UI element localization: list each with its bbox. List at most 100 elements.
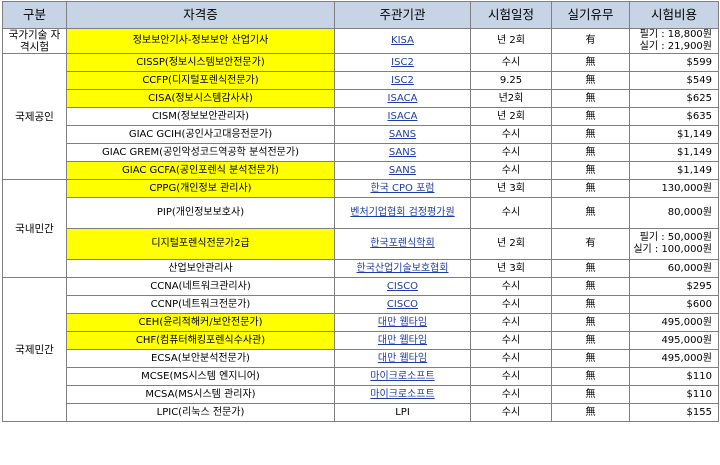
organizer-cell: SANS [334,161,471,180]
table-row: CHF(컴퓨터해킹포렌식수사관) 대만 웹타임 수시 無 495,000원 [3,331,719,350]
table-row: PIP(개인정보보호사) 벤처기업협회 검정평가원 수시 無 80,000원 [3,197,719,229]
practical-cell: 無 [551,107,630,126]
practical-cell: 無 [551,349,630,368]
schedule-cell: 9.25 [470,71,552,90]
schedule-cell: 수시 [470,367,552,386]
certification-name-cell: CHF(컴퓨터해킹포렌식수사관) [66,331,335,350]
cost-line: $295 [686,280,712,292]
organizer-link[interactable]: 마이크로소프트 [370,370,435,382]
schedule-cell: 년2회 [470,89,552,108]
table-row: CISA(정보시스템감사사) ISACA 년2회 無 $625 [3,89,719,108]
organizer-link[interactable]: ISC2 [391,56,414,68]
certification-name-cell: GIAC GCIH(공인사고대응전문가) [66,125,335,144]
organizer-link[interactable]: ISACA [387,110,418,122]
organizer-link[interactable]: KISA [391,35,414,46]
certification-name-cell: CCNP(네트워크전문가) [66,295,335,314]
cost-cell: 60,000원 [629,259,719,278]
organizer-cell: CISCO [334,277,471,296]
organizer-link[interactable]: 한국 CPO 포럼 [370,182,435,194]
category-cell: 국제공인 [2,53,67,180]
practical-cell: 無 [551,295,630,314]
practical-cell: 無 [551,197,630,229]
cost-line: $110 [686,388,712,400]
table-row: GIAC GCFA(공인포렌식 분석전문가) SANS 수시 無 $1,149 [3,161,719,180]
cost-cell: 495,000원 [629,331,719,350]
cost-cell: $600 [629,295,719,314]
organizer-link[interactable]: ISC2 [391,74,414,86]
organizer-cell: KISA [334,28,471,54]
certification-name-cell: CPPG(개인정보 관리사) [66,179,335,198]
organizer-link[interactable]: 벤처기업협회 검정평가원 [350,207,455,218]
certification-name-cell: LPIC(리눅스 전문가) [66,403,335,422]
certification-name-cell: ECSA(보안분석전문가) [66,349,335,368]
cost-line: 필기 : 50,000원 [639,232,712,243]
cost-line: $625 [686,92,712,104]
organizer-link[interactable]: CISCO [386,298,419,310]
organizer-link[interactable]: 대만 웹타임 [377,334,428,346]
practical-cell: 無 [551,259,630,278]
cost-cell: $155 [629,403,719,422]
cost-cell: $295 [629,277,719,296]
organizer-cell: 대만 웹타임 [334,349,471,368]
table-row: GIAC GCIH(공인사고대응전문가) SANS 수시 無 $1,149 [3,125,719,144]
cost-line: 필기 : 18,800원 [639,29,712,41]
table-row: 국제공인 CISSP(정보시스템보안전문가) ISC2 수시 無 $599 [2,53,719,180]
schedule-cell: 수시 [470,331,552,350]
certification-name-cell: PIP(개인정보보호사) [66,197,335,229]
organizer-cell: 한국 CPO 포럼 [334,179,471,198]
organizer-link[interactable]: 대만 웹타임 [377,352,428,364]
organizer-text: LPI [395,406,410,418]
header-schedule: 시험일정 [470,1,552,29]
table-row: ECSA(보안분석전문가) 대만 웹타임 수시 無 495,000원 [3,349,719,368]
cost-line: $635 [686,110,712,122]
cost-line: 60,000원 [667,262,712,274]
practical-cell: 無 [551,403,630,422]
practical-cell: 無 [551,125,630,144]
cost-line: $110 [686,370,712,382]
certification-name-cell: GIAC GREM(공인악성코드역공학 분석전문가) [66,143,335,162]
table-row: 산업보안관리사 한국산업기술보호협회 년 3회 無 60,000원 [3,259,719,278]
organizer-link[interactable]: 한국포렌식학회 [370,238,435,249]
cost-line: 실기 : 21,900원 [639,41,712,52]
cost-line: 495,000원 [661,316,712,328]
practical-cell: 無 [551,331,630,350]
header-category: 구분 [2,1,67,29]
cost-line: 495,000원 [661,334,712,346]
organizer-link[interactable]: 대만 웹타임 [377,316,428,328]
certification-name-cell: 정보보안기사-정보보안 산업기사 [66,28,335,54]
cost-cell: $1,149 [629,125,719,144]
schedule-cell: 년 2회 [470,28,552,54]
cost-cell: $549 [629,71,719,90]
cost-cell: $1,149 [629,161,719,180]
organizer-link[interactable]: CISCO [386,280,419,292]
table-row: GIAC GREM(공인악성코드역공학 분석전문가) SANS 수시 無 $1,149 [3,143,719,162]
organizer-link[interactable]: 마이크로소프트 [370,388,435,400]
practical-cell: 無 [551,367,630,386]
organizer-link[interactable]: SANS [388,128,417,140]
schedule-cell: 수시 [470,385,552,404]
table-row: LPIC(리눅스 전문가) LPI 수시 無 $155 [3,403,719,422]
schedule-cell: 수시 [470,295,552,314]
category-cell: 국내민간 [2,179,67,278]
organizer-cell: 대만 웹타임 [334,313,471,332]
cost-line: 80,000원 [667,207,712,218]
schedule-cell: 년 2회 [470,228,552,260]
practical-cell: 無 [551,71,630,90]
cost-cell: 495,000원 [629,313,719,332]
organizer-cell: SANS [334,125,471,144]
organizer-link[interactable]: 한국산업기술보호협회 [356,262,449,274]
category-cell: 국가기술 자격시험 [2,28,67,54]
organizer-link[interactable]: SANS [388,164,417,176]
organizer-link[interactable]: ISACA [387,92,418,104]
table-row: 국제민간 CCNA(네트워크관리사) CISCO 수시 無 $295 [2,277,719,422]
cost-cell: 80,000원 [629,197,719,229]
cost-cell: 필기 : 18,800원 실기 : 21,900원 [629,28,719,54]
cost-line: $600 [686,298,712,310]
organizer-cell: ISC2 [334,53,471,72]
table-row: MCSA(MS시스템 관리자) 마이크로소프트 수시 無 $110 [3,385,719,404]
certification-name-cell: CEH(윤리적해커/보안전문가) [66,313,335,332]
schedule-cell: 년 2회 [470,107,552,126]
table-row: CEH(윤리적해커/보안전문가) 대만 웹타임 수시 無 495,000원 [3,313,719,332]
practical-cell: 有 [551,28,630,54]
organizer-link[interactable]: SANS [388,146,417,158]
